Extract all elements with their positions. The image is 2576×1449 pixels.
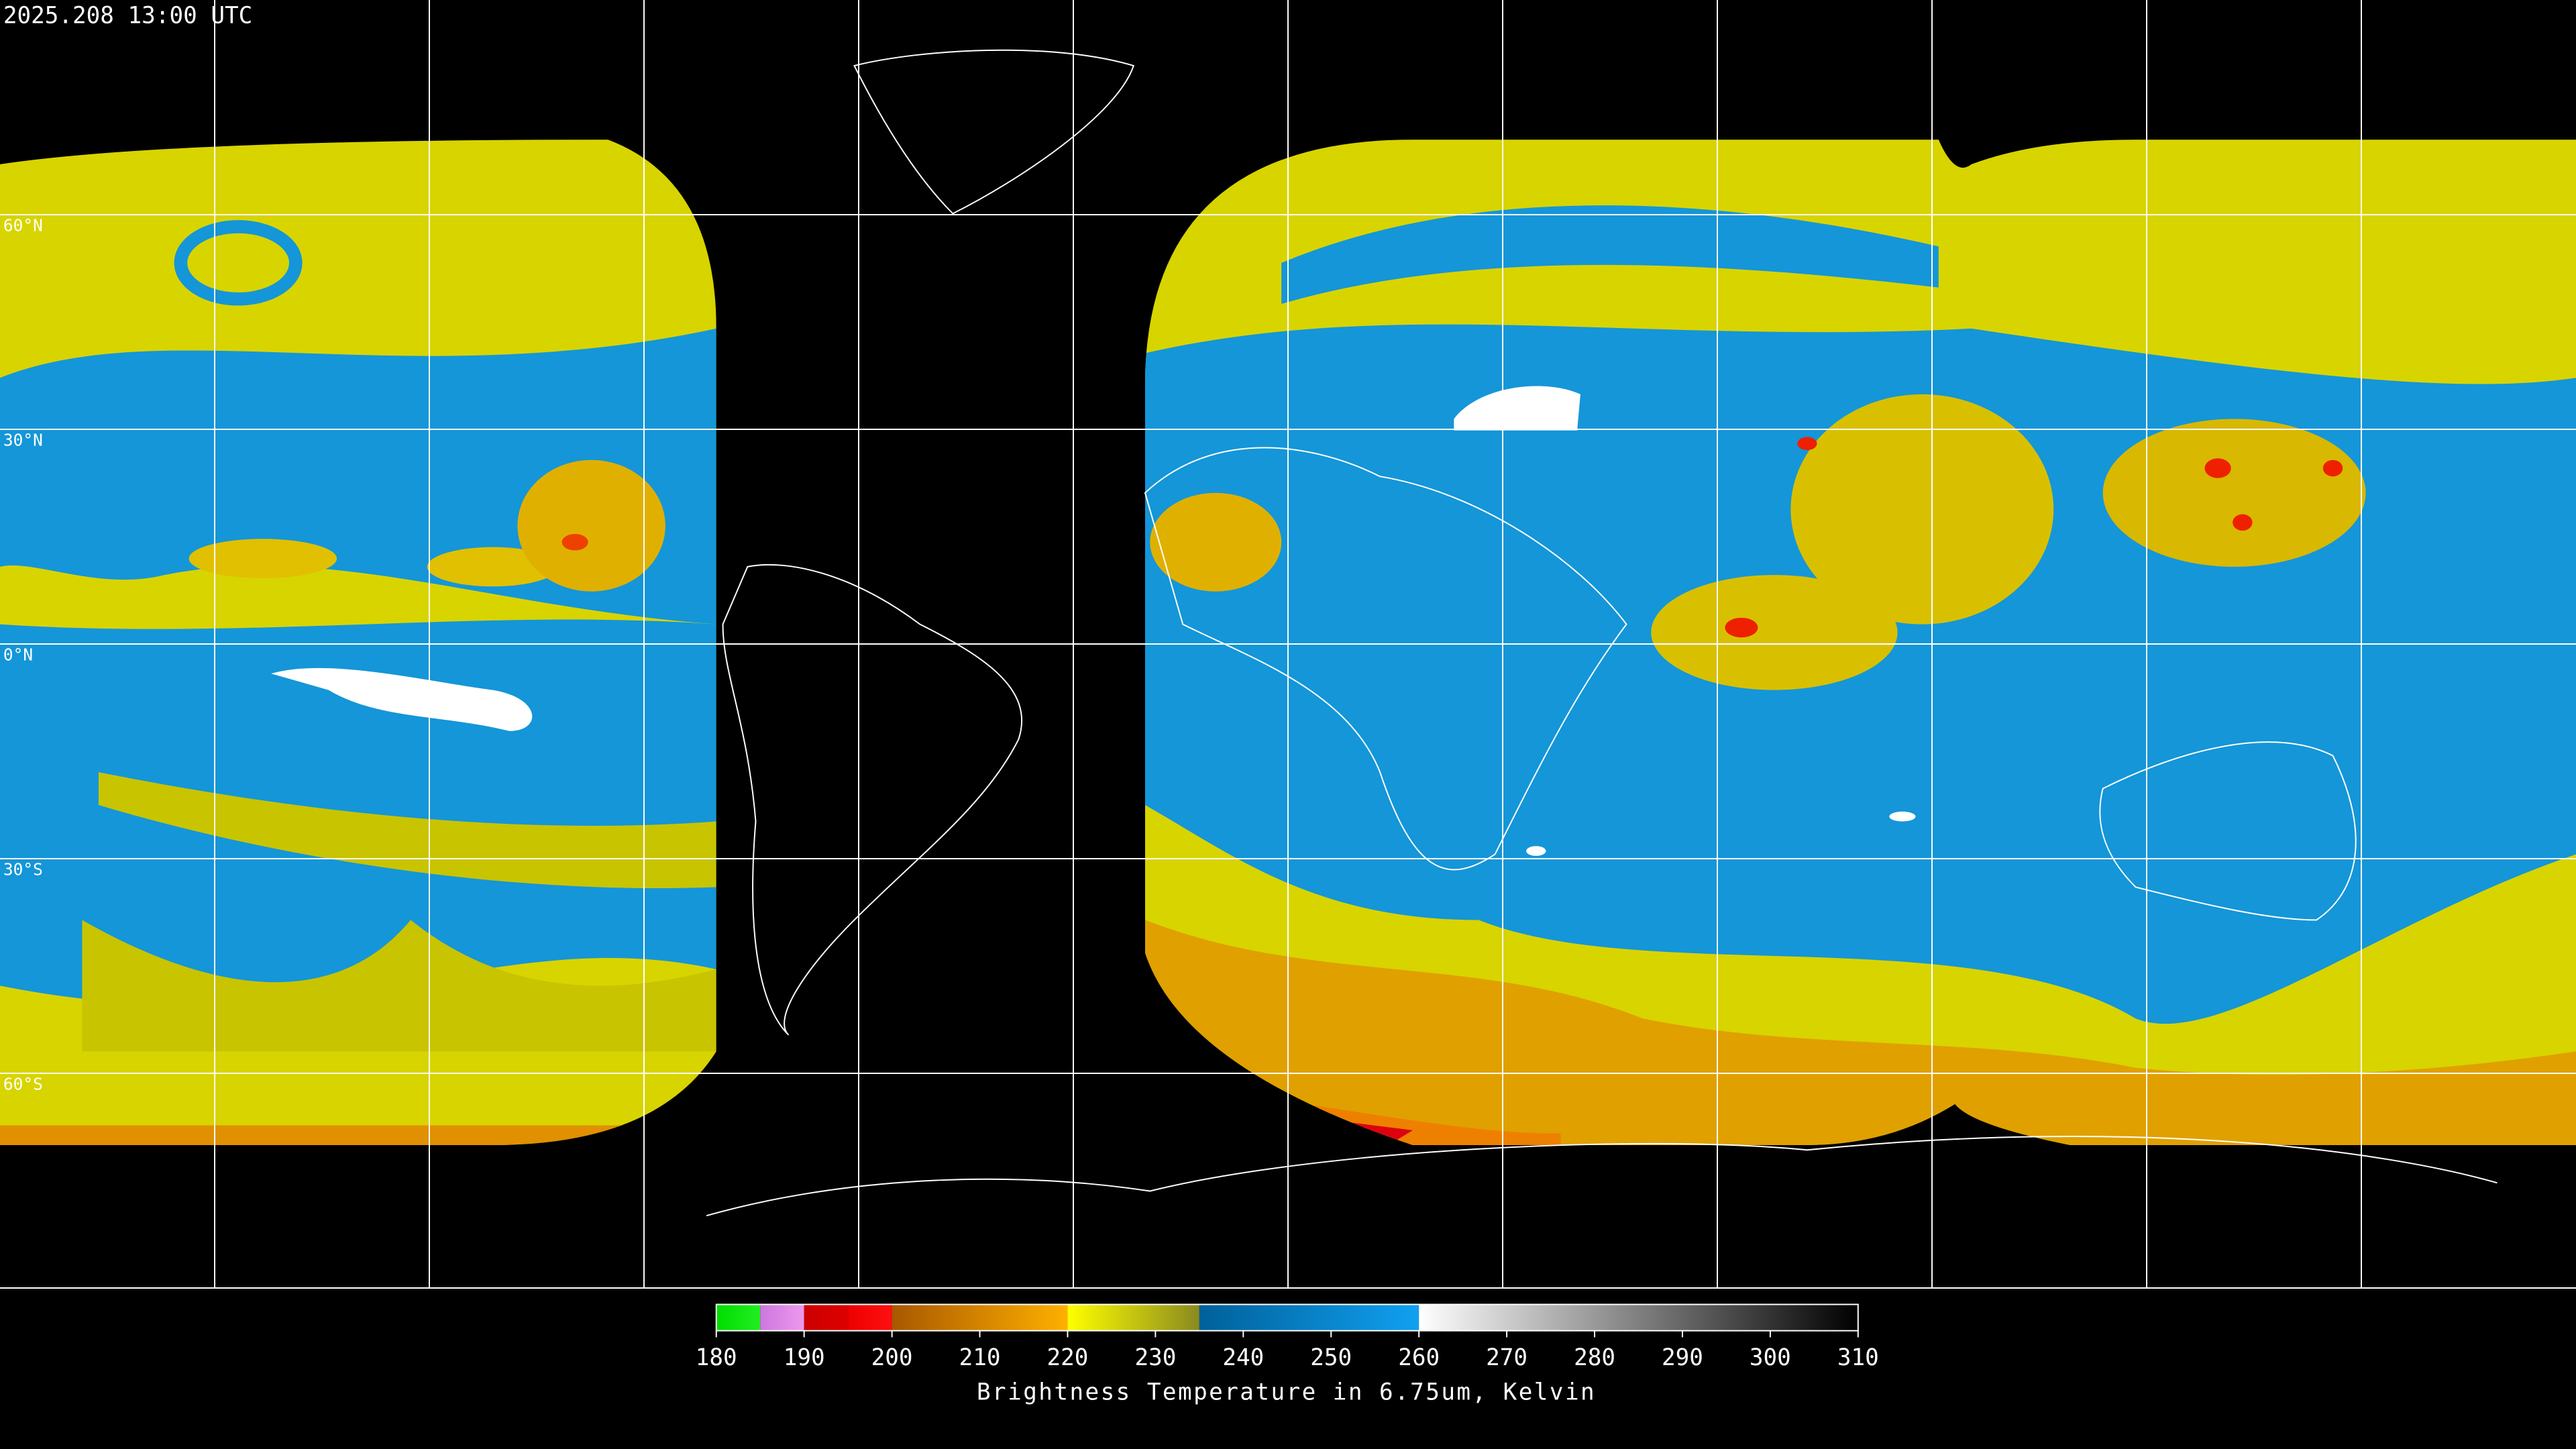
colorbar-tick-label: 210 bbox=[959, 1344, 1001, 1371]
colorbar-segment bbox=[760, 1304, 804, 1331]
lat-label: 30°N bbox=[3, 430, 43, 449]
colorbar: 180 190 200 210 220 230 240 250 260 270 280 290 300 3… bbox=[696, 1303, 1879, 1371]
lat-label: 0°N bbox=[3, 645, 33, 664]
coastlines bbox=[706, 49, 2498, 1217]
colorbar-tick-label: 220 bbox=[1047, 1344, 1089, 1371]
graticule: 60°N 30°N 0°N 30°S 60°S bbox=[0, 0, 2576, 1289]
timestamp: 2025.208 13:00 UTC bbox=[3, 2, 252, 29]
colorbar-tick-label: 190 bbox=[784, 1344, 825, 1371]
colorbar-tick-label: 280 bbox=[1574, 1344, 1615, 1371]
colorbar-tick-label: 290 bbox=[1662, 1344, 1703, 1371]
lat-label: 60°N bbox=[3, 215, 43, 235]
pacific-imagery bbox=[0, 140, 716, 1145]
colorbar-tick-label: 250 bbox=[1310, 1344, 1352, 1371]
colorbar-tick-label: 180 bbox=[696, 1344, 737, 1371]
colorbar-tick-label: 310 bbox=[1837, 1344, 1879, 1371]
indian-ocean-imagery bbox=[1144, 140, 2576, 1145]
colorbar-label: Brightness Temperature in 6.75um, Kelvin bbox=[977, 1379, 1596, 1406]
colorbar-tick-label: 230 bbox=[1134, 1344, 1176, 1371]
lat-label: 30°S bbox=[3, 859, 43, 879]
colorbar-segment bbox=[1199, 1304, 1419, 1331]
colorbar-segment bbox=[848, 1304, 892, 1331]
colorbar-segment bbox=[1419, 1304, 1858, 1331]
colorbar-segment bbox=[716, 1304, 761, 1331]
colorbar-tick-label: 200 bbox=[871, 1344, 913, 1371]
lat-label: 60°S bbox=[3, 1074, 43, 1093]
colorbar-tick-label: 270 bbox=[1486, 1344, 1527, 1371]
colorbar-frame bbox=[715, 1303, 1859, 1332]
colorbar-tick-label: 300 bbox=[1750, 1344, 1791, 1371]
colorbar-tick-label: 260 bbox=[1398, 1344, 1440, 1371]
colorbar-segment bbox=[1067, 1304, 1199, 1331]
colorbar-segment bbox=[892, 1304, 1068, 1331]
colorbar-tick-label: 240 bbox=[1222, 1344, 1264, 1371]
colorbar-segment bbox=[804, 1304, 849, 1331]
